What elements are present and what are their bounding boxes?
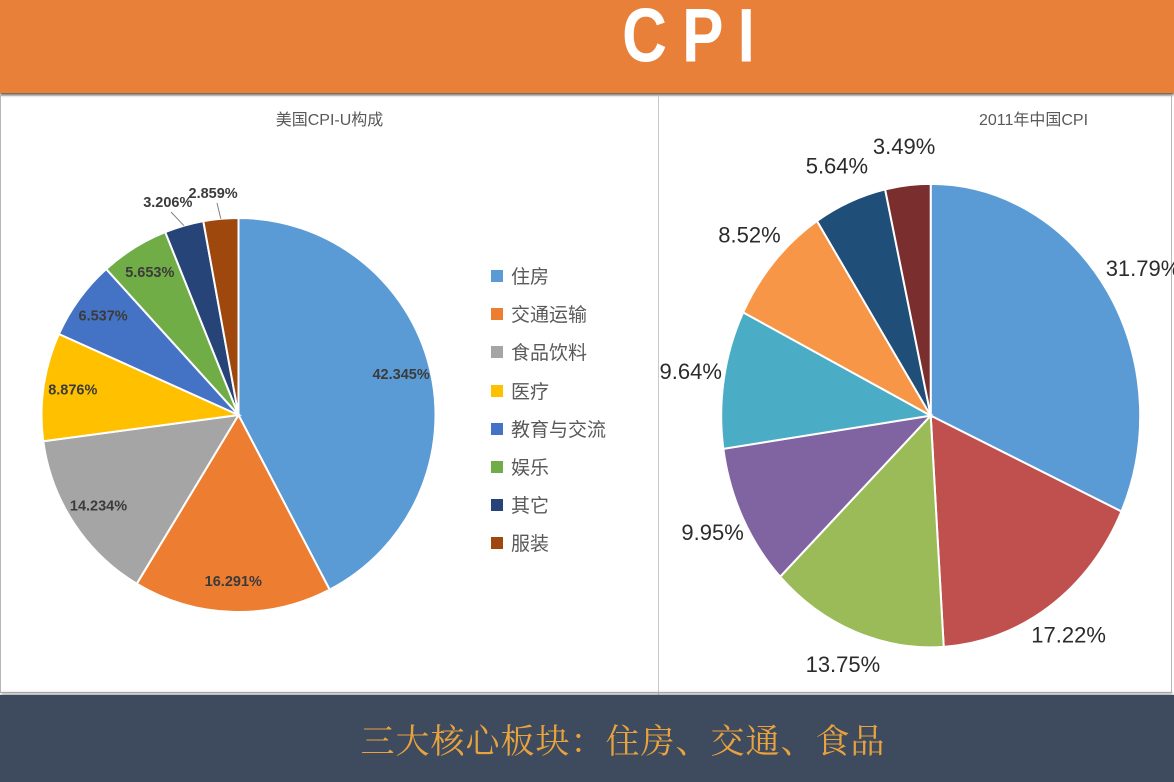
svg-text:14.234%: 14.234% — [70, 499, 127, 515]
svg-text:2.859%: 2.859% — [189, 186, 238, 202]
svg-text:42.345%: 42.345% — [372, 367, 429, 383]
svg-text:3.49%: 3.49% — [873, 134, 935, 159]
svg-text:13.75%: 13.75% — [806, 652, 881, 677]
svg-text:9.95%: 9.95% — [681, 520, 743, 545]
svg-text:9.64%: 9.64% — [660, 359, 722, 384]
svg-text:8.876%: 8.876% — [48, 383, 97, 399]
svg-text:5.653%: 5.653% — [125, 265, 174, 281]
svg-text:3.206%: 3.206% — [143, 195, 192, 211]
svg-text:31.79%: 31.79% — [1106, 256, 1174, 281]
svg-text:8.52%: 8.52% — [718, 222, 780, 247]
svg-text:17.22%: 17.22% — [1031, 623, 1106, 648]
svg-text:5.64%: 5.64% — [806, 154, 868, 179]
svg-text:6.537%: 6.537% — [79, 308, 128, 324]
svg-text:16.291%: 16.291% — [205, 574, 262, 590]
